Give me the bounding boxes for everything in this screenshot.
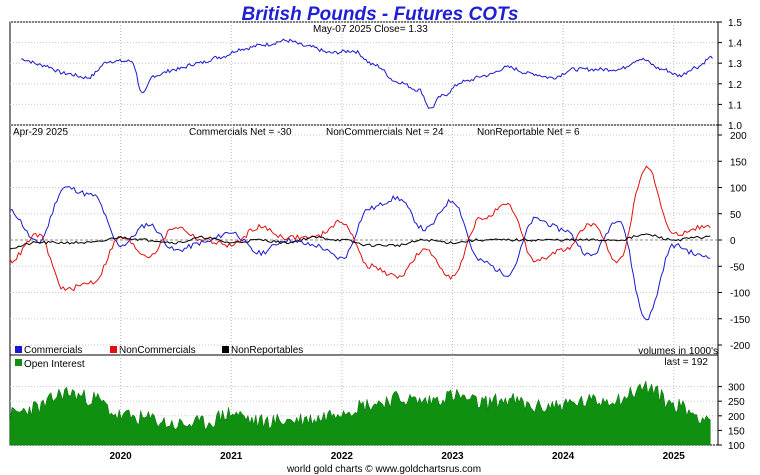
x-tick-label: 2024 <box>552 451 575 462</box>
volume-note: volumes in 1000's <box>638 346 718 357</box>
price-y-tick-label: 1.5 <box>728 18 742 29</box>
x-tick-label: 2021 <box>220 451 243 462</box>
price-y-tick-label: 1.2 <box>728 80 742 91</box>
oi-y-tick-label: 100 <box>728 441 745 452</box>
nonreportable-net-label: NonReportable Net = 6 <box>477 127 580 138</box>
cot-y-tick-label: 0 <box>730 236 736 247</box>
price-y-tick-label: 1.3 <box>728 59 742 70</box>
cot-date-label: Apr-29 2025 <box>13 127 68 138</box>
cot-y-tick-label: -150 <box>730 315 750 326</box>
cot-y-tick-label: -200 <box>730 341 750 352</box>
chart-title: British Pounds - Futures COTs <box>242 4 519 25</box>
noncommercials-net-label: NonCommercials Net = 24 <box>326 127 444 138</box>
x-tick-label: 2025 <box>663 451 686 462</box>
oi-last-note: last = 192 <box>664 357 708 368</box>
cot-y-tick-label: -50 <box>730 262 745 273</box>
price-y-tick-label: 1.1 <box>728 100 742 111</box>
cot-y-tick-label: 100 <box>730 184 747 195</box>
price-close-line <box>21 38 713 110</box>
x-tick-label: 2022 <box>331 451 354 462</box>
legend-commercials-swatch <box>15 346 22 353</box>
oi-y-tick-label: 250 <box>728 397 745 408</box>
cot-y-tick-label: -100 <box>730 289 750 300</box>
legend-open-interest-label: Open Interest <box>24 359 85 370</box>
price-y-tick-label: 1.4 <box>728 39 742 50</box>
price-y-tick-label: 1.0 <box>728 121 742 132</box>
oi-y-tick-label: 150 <box>728 426 745 437</box>
commercials-net-label: Commercials Net = -30 <box>189 127 292 138</box>
cot-series-line-commercials <box>9 186 711 321</box>
cot-y-tick-label: 150 <box>730 157 747 168</box>
price-panel-header: May-07 2025 Close= 1.33 <box>313 24 428 35</box>
cot-y-tick-label: 200 <box>730 131 747 142</box>
legend-nonreportables-swatch <box>222 346 229 353</box>
open-interest-area <box>9 379 711 446</box>
oi-y-tick-label: 300 <box>728 383 745 394</box>
legend-commercials-label: Commercials <box>24 345 82 356</box>
legend-open-interest-swatch <box>15 359 22 366</box>
legend-noncommercials-label: NonCommercials <box>119 345 196 356</box>
legend-noncommercials-swatch <box>110 346 117 353</box>
x-tick-label: 2020 <box>110 451 133 462</box>
oi-y-tick-label: 200 <box>728 412 745 423</box>
footer-credit: world gold charts © www.goldchartsrus.co… <box>286 464 481 475</box>
legend-nonreportables-label: NonReportables <box>231 345 303 356</box>
x-tick-label: 2023 <box>441 451 464 462</box>
cot-series-line-nonreportables <box>9 233 711 250</box>
chart-marks: 2020 2021 2022 2023 2024 2025 1.5 1.4 1.3 1.2 1.1 1… <box>9 18 750 462</box>
cot-y-tick-label: 50 <box>730 210 742 221</box>
